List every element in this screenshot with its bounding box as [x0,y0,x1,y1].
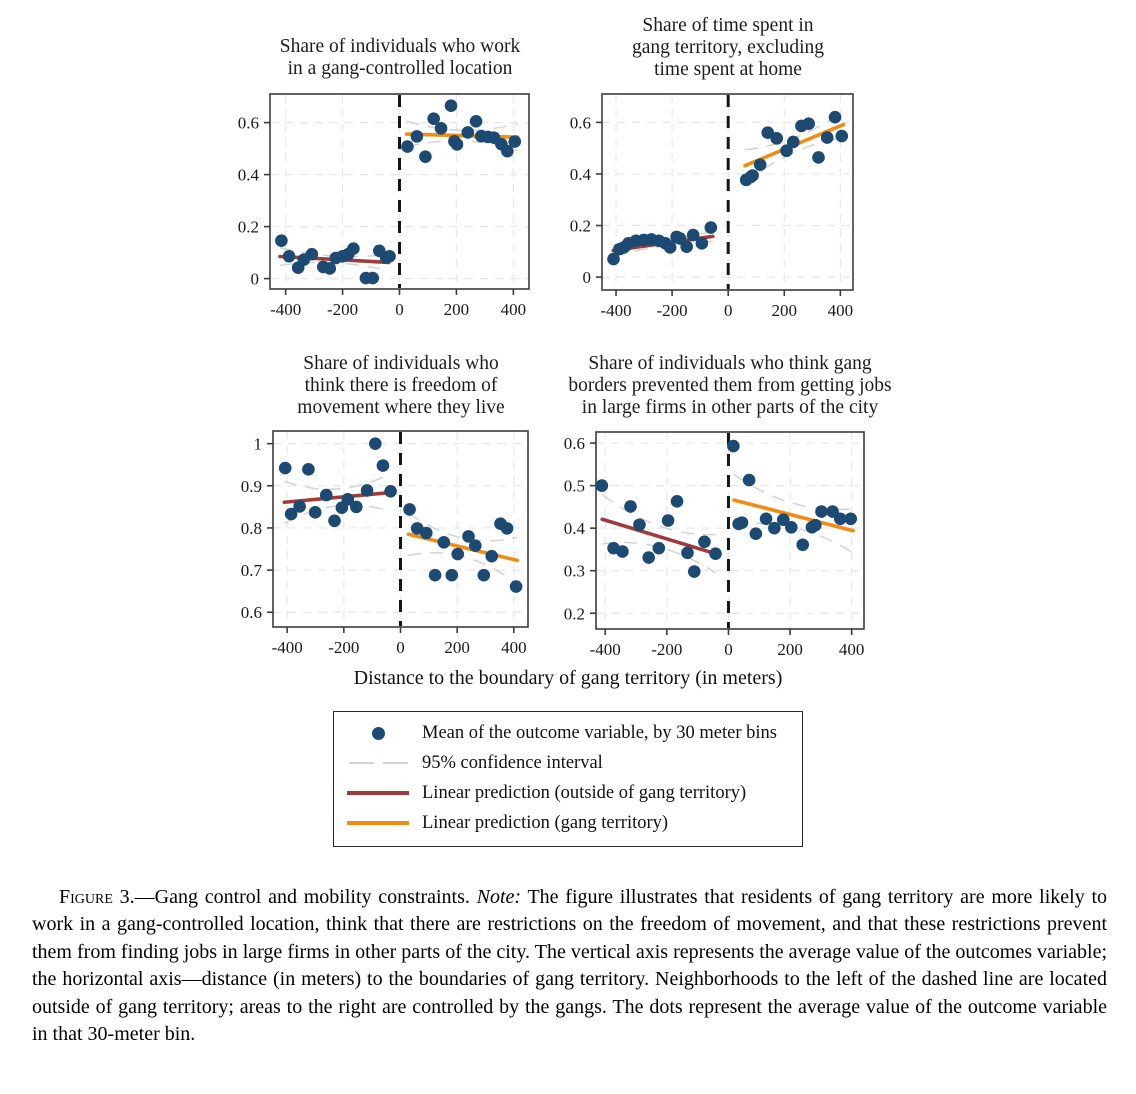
svg-text:200: 200 [444,638,470,657]
svg-text:0.5: 0.5 [564,477,585,496]
legend-label: Linear prediction (gang territory) [422,812,669,833]
panel-1-title: Share of individuals who work in a gang-… [279,36,521,79]
svg-text:-200: -200 [327,300,358,319]
svg-text:-400: -400 [590,640,621,659]
svg-text:1: 1 [254,435,263,454]
svg-text:0.2: 0.2 [570,217,591,236]
svg-text:0.9: 0.9 [241,477,262,496]
legend-label: Mean of the outcome variable, by 30 mete… [422,722,777,743]
svg-text:0.6: 0.6 [570,113,591,132]
svg-text:400: 400 [501,638,527,657]
svg-text:0.7: 0.7 [241,561,263,580]
svg-text:0: 0 [396,638,405,657]
svg-text:0.4: 0.4 [564,519,586,538]
svg-text:-200: -200 [651,640,682,659]
svg-text:0.2: 0.2 [564,604,585,623]
svg-text:0.6: 0.6 [241,603,262,622]
svg-text:0: 0 [251,270,260,289]
outside-prediction-line-icon [334,791,422,795]
svg-text:-400: -400 [272,638,303,657]
legend-item-mean: Mean of the outcome variable, by 30 mete… [334,718,802,748]
svg-text:400: 400 [501,300,527,319]
svg-text:-200: -200 [328,638,359,657]
svg-text:400: 400 [828,301,854,320]
caption-figure-number: Figure 3. [59,886,135,908]
svg-text:0.3: 0.3 [564,562,585,581]
svg-text:0.8: 0.8 [241,519,262,538]
svg-text:200: 200 [444,300,470,319]
svg-text:0.6: 0.6 [564,434,585,453]
chart-panel-time-spent: -400 -200 0 200 400 0 0.2 0.4 0.6 [544,82,869,339]
panel-2-title: Share of time spent in gang territory, e… [631,15,825,80]
ci-dash-icon [334,762,422,764]
legend-label: Linear prediction (outside of gang terri… [422,782,747,803]
svg-text:0.4: 0.4 [570,165,592,184]
svg-text:0: 0 [724,301,733,320]
svg-text:200: 200 [772,301,798,320]
legend-label: 95% confidence interval [422,752,603,773]
svg-text:0: 0 [724,640,733,659]
svg-text:200: 200 [777,640,803,659]
legend-item-gang-prediction: Linear prediction (gang territory) [334,808,802,838]
svg-text:-400: -400 [270,300,301,319]
legend-box: Mean of the outcome variable, by 30 mete… [333,711,803,847]
gang-prediction-line-icon [334,821,422,825]
panel-4-title: Share of individuals who think gang bord… [568,353,892,418]
svg-text:0.6: 0.6 [238,114,259,133]
figure-caption: Figure 3.—Gang control and mobility cons… [32,884,1107,1048]
caption-note-text: The figure illustrates that residents of… [32,886,1107,1046]
panel-3-title: Share of individuals who think there is … [297,353,505,418]
svg-text:400: 400 [839,640,865,659]
svg-text:-400: -400 [600,301,631,320]
caption-title: —Gang control and mobility constraints. [134,886,477,908]
caption-note-label: Note: [476,886,522,908]
svg-text:0: 0 [395,300,404,319]
legend-item-outside-prediction: Linear prediction (outside of gang terri… [334,778,802,808]
x-axis-label: Distance to the boundary of gang territo… [353,667,783,689]
svg-text:-200: -200 [657,301,688,320]
legend-item-ci: 95% confidence interval [334,748,802,778]
svg-text:0.4: 0.4 [238,166,260,185]
svg-text:0: 0 [583,268,592,287]
mean-dot-icon [334,726,422,740]
chart-panel-work-location: -400 -200 0 200 400 0 0.2 0.4 0.6 [212,82,545,338]
chart-panel-freedom-of-movement: -400 -200 0 200 400 0.6 0.7 0.8 0.9 1 [215,419,544,676]
chart-panel-jobs-large-firms: -400 -200 0 200 400 0.2 0.3 0.4 0.5 0.6 [538,420,880,678]
svg-text:0.2: 0.2 [238,218,259,237]
